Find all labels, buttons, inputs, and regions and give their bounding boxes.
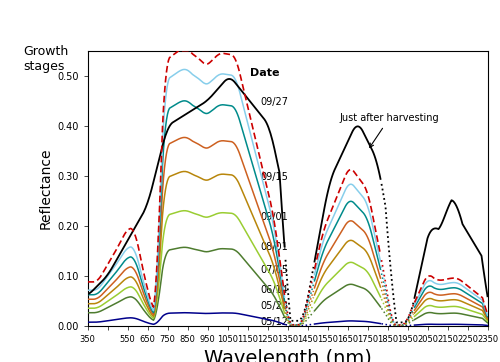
Y-axis label: Reflectance: Reflectance	[39, 147, 53, 229]
Text: Just after harvesting: Just after harvesting	[340, 113, 439, 147]
Text: Date: Date	[250, 68, 280, 78]
Text: 08/01: 08/01	[260, 242, 288, 252]
X-axis label: Wavelength (nm): Wavelength (nm)	[204, 349, 372, 362]
Text: 05/12: 05/12	[260, 317, 288, 327]
Text: 06/14: 06/14	[260, 285, 288, 295]
Text: 09/27: 09/27	[260, 97, 288, 107]
Text: 07/05: 07/05	[260, 265, 288, 275]
Text: 09/01: 09/01	[260, 212, 288, 222]
Text: Growth
stages: Growth stages	[24, 45, 68, 73]
Text: 05/28: 05/28	[260, 301, 288, 311]
Text: 09/15: 09/15	[260, 172, 288, 182]
